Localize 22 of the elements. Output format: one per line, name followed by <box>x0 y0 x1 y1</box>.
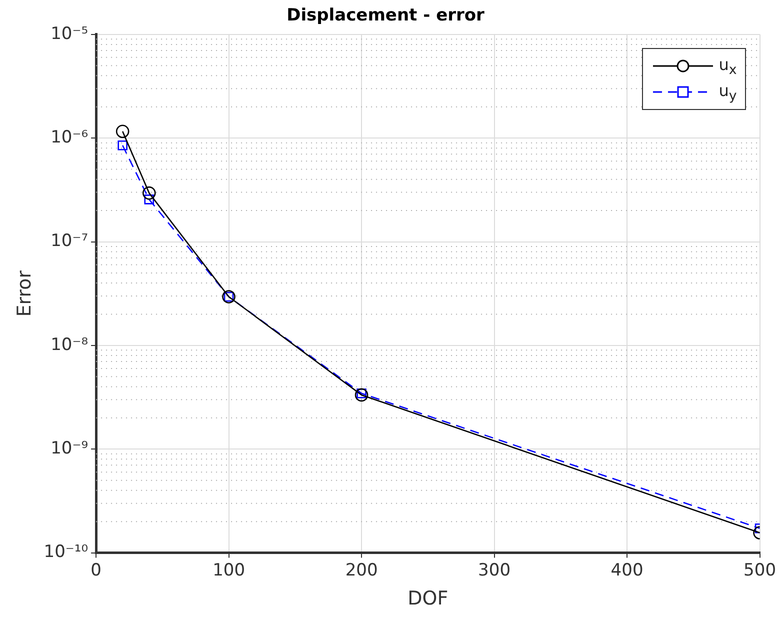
x-tick-label: 100 <box>212 560 246 580</box>
y-tick-label: 10⁻⁵ <box>50 24 88 44</box>
x-tick-label: 300 <box>478 560 511 580</box>
x-tick-label: 500 <box>744 560 776 580</box>
y-tick-label: 10⁻⁷ <box>50 231 88 252</box>
point <box>142 186 156 200</box>
y-tick-label: 10⁻⁸ <box>50 334 88 355</box>
x-axis-title: DOF <box>408 588 448 610</box>
y-tick-label: 10⁻¹⁰ <box>44 542 88 562</box>
point <box>116 124 130 138</box>
y-tick-label: 10⁻⁹ <box>50 438 88 459</box>
point <box>144 194 154 204</box>
x-tick-label: 0 <box>90 560 102 580</box>
y-tick-label: 10⁻⁶ <box>50 128 88 148</box>
point <box>118 140 128 150</box>
y-axis-title: Error <box>13 270 36 317</box>
legend-label: u$_{y}$ <box>718 80 737 104</box>
x-tick-label: 200 <box>345 560 378 580</box>
chart-title: Displacement - error <box>286 6 486 26</box>
legend-label: u$_{x}$ <box>718 54 737 78</box>
x-tick-label: 400 <box>610 560 644 580</box>
point <box>354 388 368 402</box>
